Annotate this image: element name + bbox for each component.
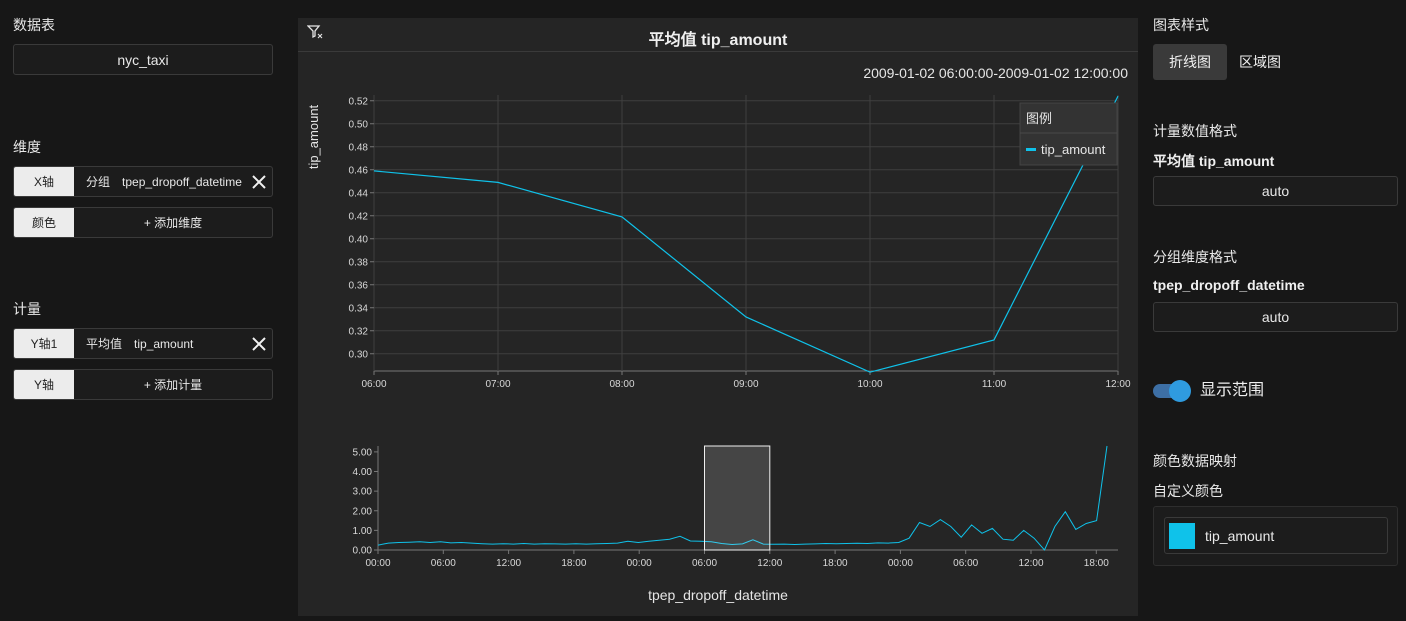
y-axis-label: tip_amount <box>306 104 321 169</box>
line-chart-button[interactable]: 折线图 <box>1153 44 1227 80</box>
y-tick-label: 0.52 <box>349 96 369 107</box>
y-tick-label: 0.34 <box>349 303 369 314</box>
y-tick-label: 0.46 <box>349 165 369 176</box>
x-axis-label: tpep_dropoff_datetime <box>648 587 788 603</box>
overview-x-tick-label: 06:00 <box>953 558 978 569</box>
chart-header: 平均值 tip_amount <box>298 18 1138 52</box>
dim-format-label: 分组维度格式 <box>1153 249 1237 265</box>
overview-y-tick-label: 2.00 <box>353 506 373 517</box>
y-axis1-row: Y轴1 平均值 tip_amount <box>13 328 273 359</box>
color-map-label: 颜色数据映射 <box>1153 453 1237 469</box>
overview-y-tick-label: 3.00 <box>353 487 373 498</box>
x-axis-field-name: tpep_dropoff_datetime <box>122 174 242 189</box>
x-tick-label: 07:00 <box>485 379 510 390</box>
color-mapping-box: tip_amount <box>1153 506 1398 566</box>
legend: 图例 tip_amount <box>1019 102 1118 166</box>
measure-format-label: 计量数值格式 <box>1153 123 1237 139</box>
y-tick-label: 0.30 <box>349 349 369 360</box>
color-swatch[interactable] <box>1169 522 1195 549</box>
overview-x-tick-label: 00:00 <box>888 558 913 569</box>
y-tick-label: 0.36 <box>349 280 369 291</box>
dataset-selector[interactable]: nyc_taxi <box>13 44 273 75</box>
y-tick-label: 0.38 <box>349 257 369 268</box>
overview-x-tick-label: 18:00 <box>561 558 586 569</box>
y-axis1-tag[interactable]: Y轴1 <box>14 329 74 358</box>
y-tick-label: 0.50 <box>349 119 369 130</box>
y-tick-label: 0.42 <box>349 211 369 222</box>
dimension-label: 维度 <box>13 139 41 155</box>
y-tick-label: 0.32 <box>349 326 369 337</box>
x-tick-label: 09:00 <box>733 379 758 390</box>
overview-x-tick-label: 12:00 <box>496 558 521 569</box>
series-line-tip-amount <box>373 95 1119 373</box>
overview-x-tick-label: 18:00 <box>1084 558 1109 569</box>
add-measure-button[interactable]: + 添加计量 <box>143 378 203 392</box>
overview-y-tick-label: 1.00 <box>353 526 373 537</box>
dataset-label: 数据表 <box>13 17 55 33</box>
measure-field-label: 平均值 tip_amount <box>1153 153 1275 169</box>
filter-clear-icon[interactable] <box>306 24 323 40</box>
color-row: 颜色 + 添加维度 <box>13 207 273 238</box>
measure-label: 计量 <box>13 301 41 317</box>
overview-y-tick-label: 4.00 <box>353 467 373 478</box>
x-axis-tag[interactable]: X轴 <box>14 167 74 196</box>
overview-x-tick-label: 12:00 <box>757 558 782 569</box>
area-chart-button[interactable]: 区域图 <box>1239 54 1281 70</box>
dim-field-label: tpep_dropoff_datetime <box>1153 277 1305 293</box>
range-text: 2009-01-02 06:00:00-2009-01-02 12:00:00 <box>863 65 1128 81</box>
dim-format-input[interactable]: auto <box>1153 302 1398 332</box>
overview-series-line <box>377 445 1108 551</box>
y-axis1-field[interactable]: 平均值 tip_amount <box>74 335 246 352</box>
chart-panel: 平均值 tip_amount 2009-01-02 06:00:00-2009-… <box>298 18 1138 616</box>
y-tick-label: 0.48 <box>349 142 369 153</box>
y-axis1-agg: 平均值 <box>86 337 123 351</box>
legend-swatch <box>1026 148 1036 151</box>
measure-format-input[interactable]: auto <box>1153 176 1398 206</box>
x-tick-label: 08:00 <box>609 379 634 390</box>
add-dimension-button[interactable]: + 添加维度 <box>143 216 203 230</box>
y-axis1-field-name: tip_amount <box>134 336 194 351</box>
overview-x-tick-label: 06:00 <box>431 558 456 569</box>
overview-chart[interactable]: 0.00 1.00 2.00 3.00 4.00 5.00 00:00 06:00 12:00… <box>298 18 1138 616</box>
remove-x-axis-icon[interactable] <box>246 167 272 196</box>
color-item-label: tip_amount <box>1205 527 1275 544</box>
x-tick-label: 11:00 <box>982 379 1007 390</box>
x-tick-label: 10:00 <box>857 379 882 390</box>
chart-title: 平均值 tip_amount <box>648 32 788 49</box>
overview-x-tick-label: 06:00 <box>692 558 717 569</box>
x-axis-kind: 分组 <box>86 175 111 189</box>
x-tick-label: 12:00 <box>1105 379 1130 390</box>
range-brush[interactable] <box>704 445 771 551</box>
color-mapping-item[interactable]: tip_amount <box>1164 517 1388 554</box>
show-range-label: 显示范围 <box>1200 382 1265 399</box>
chart-style-label: 图表样式 <box>1153 17 1209 33</box>
x-axis-field[interactable]: 分组 tpep_dropoff_datetime <box>74 173 246 190</box>
overview-y-tick-label: 0.00 <box>353 546 373 557</box>
overview-x-tick-label: 18:00 <box>823 558 848 569</box>
legend-title: 图例 <box>1026 111 1052 126</box>
overview-x-tick-label: 00:00 <box>627 558 652 569</box>
x-axis-row: X轴 分组 tpep_dropoff_datetime <box>13 166 273 197</box>
show-range-toggle[interactable] <box>1153 380 1191 402</box>
legend-item: tip_amount <box>1041 142 1106 157</box>
y-tick-label: 0.44 <box>349 188 369 199</box>
color-tag[interactable]: 颜色 <box>14 208 74 237</box>
overview-y-tick-label: 5.00 <box>353 447 373 458</box>
main-line-chart[interactable]: 0.30 0.32 0.34 0.36 0.38 0.40 0.42 0.44 0.46 0.48… <box>298 18 1138 616</box>
y-axis-tag[interactable]: Y轴 <box>14 370 74 399</box>
x-tick-label: 06:00 <box>361 379 386 390</box>
overview-x-tick-label: 12:00 <box>1018 558 1043 569</box>
custom-color-label: 自定义颜色 <box>1153 483 1223 499</box>
y-axis-row: Y轴 + 添加计量 <box>13 369 273 400</box>
overview-x-tick-label: 00:00 <box>365 558 390 569</box>
y-tick-label: 0.40 <box>349 234 369 245</box>
remove-y-axis1-icon[interactable] <box>246 329 272 358</box>
